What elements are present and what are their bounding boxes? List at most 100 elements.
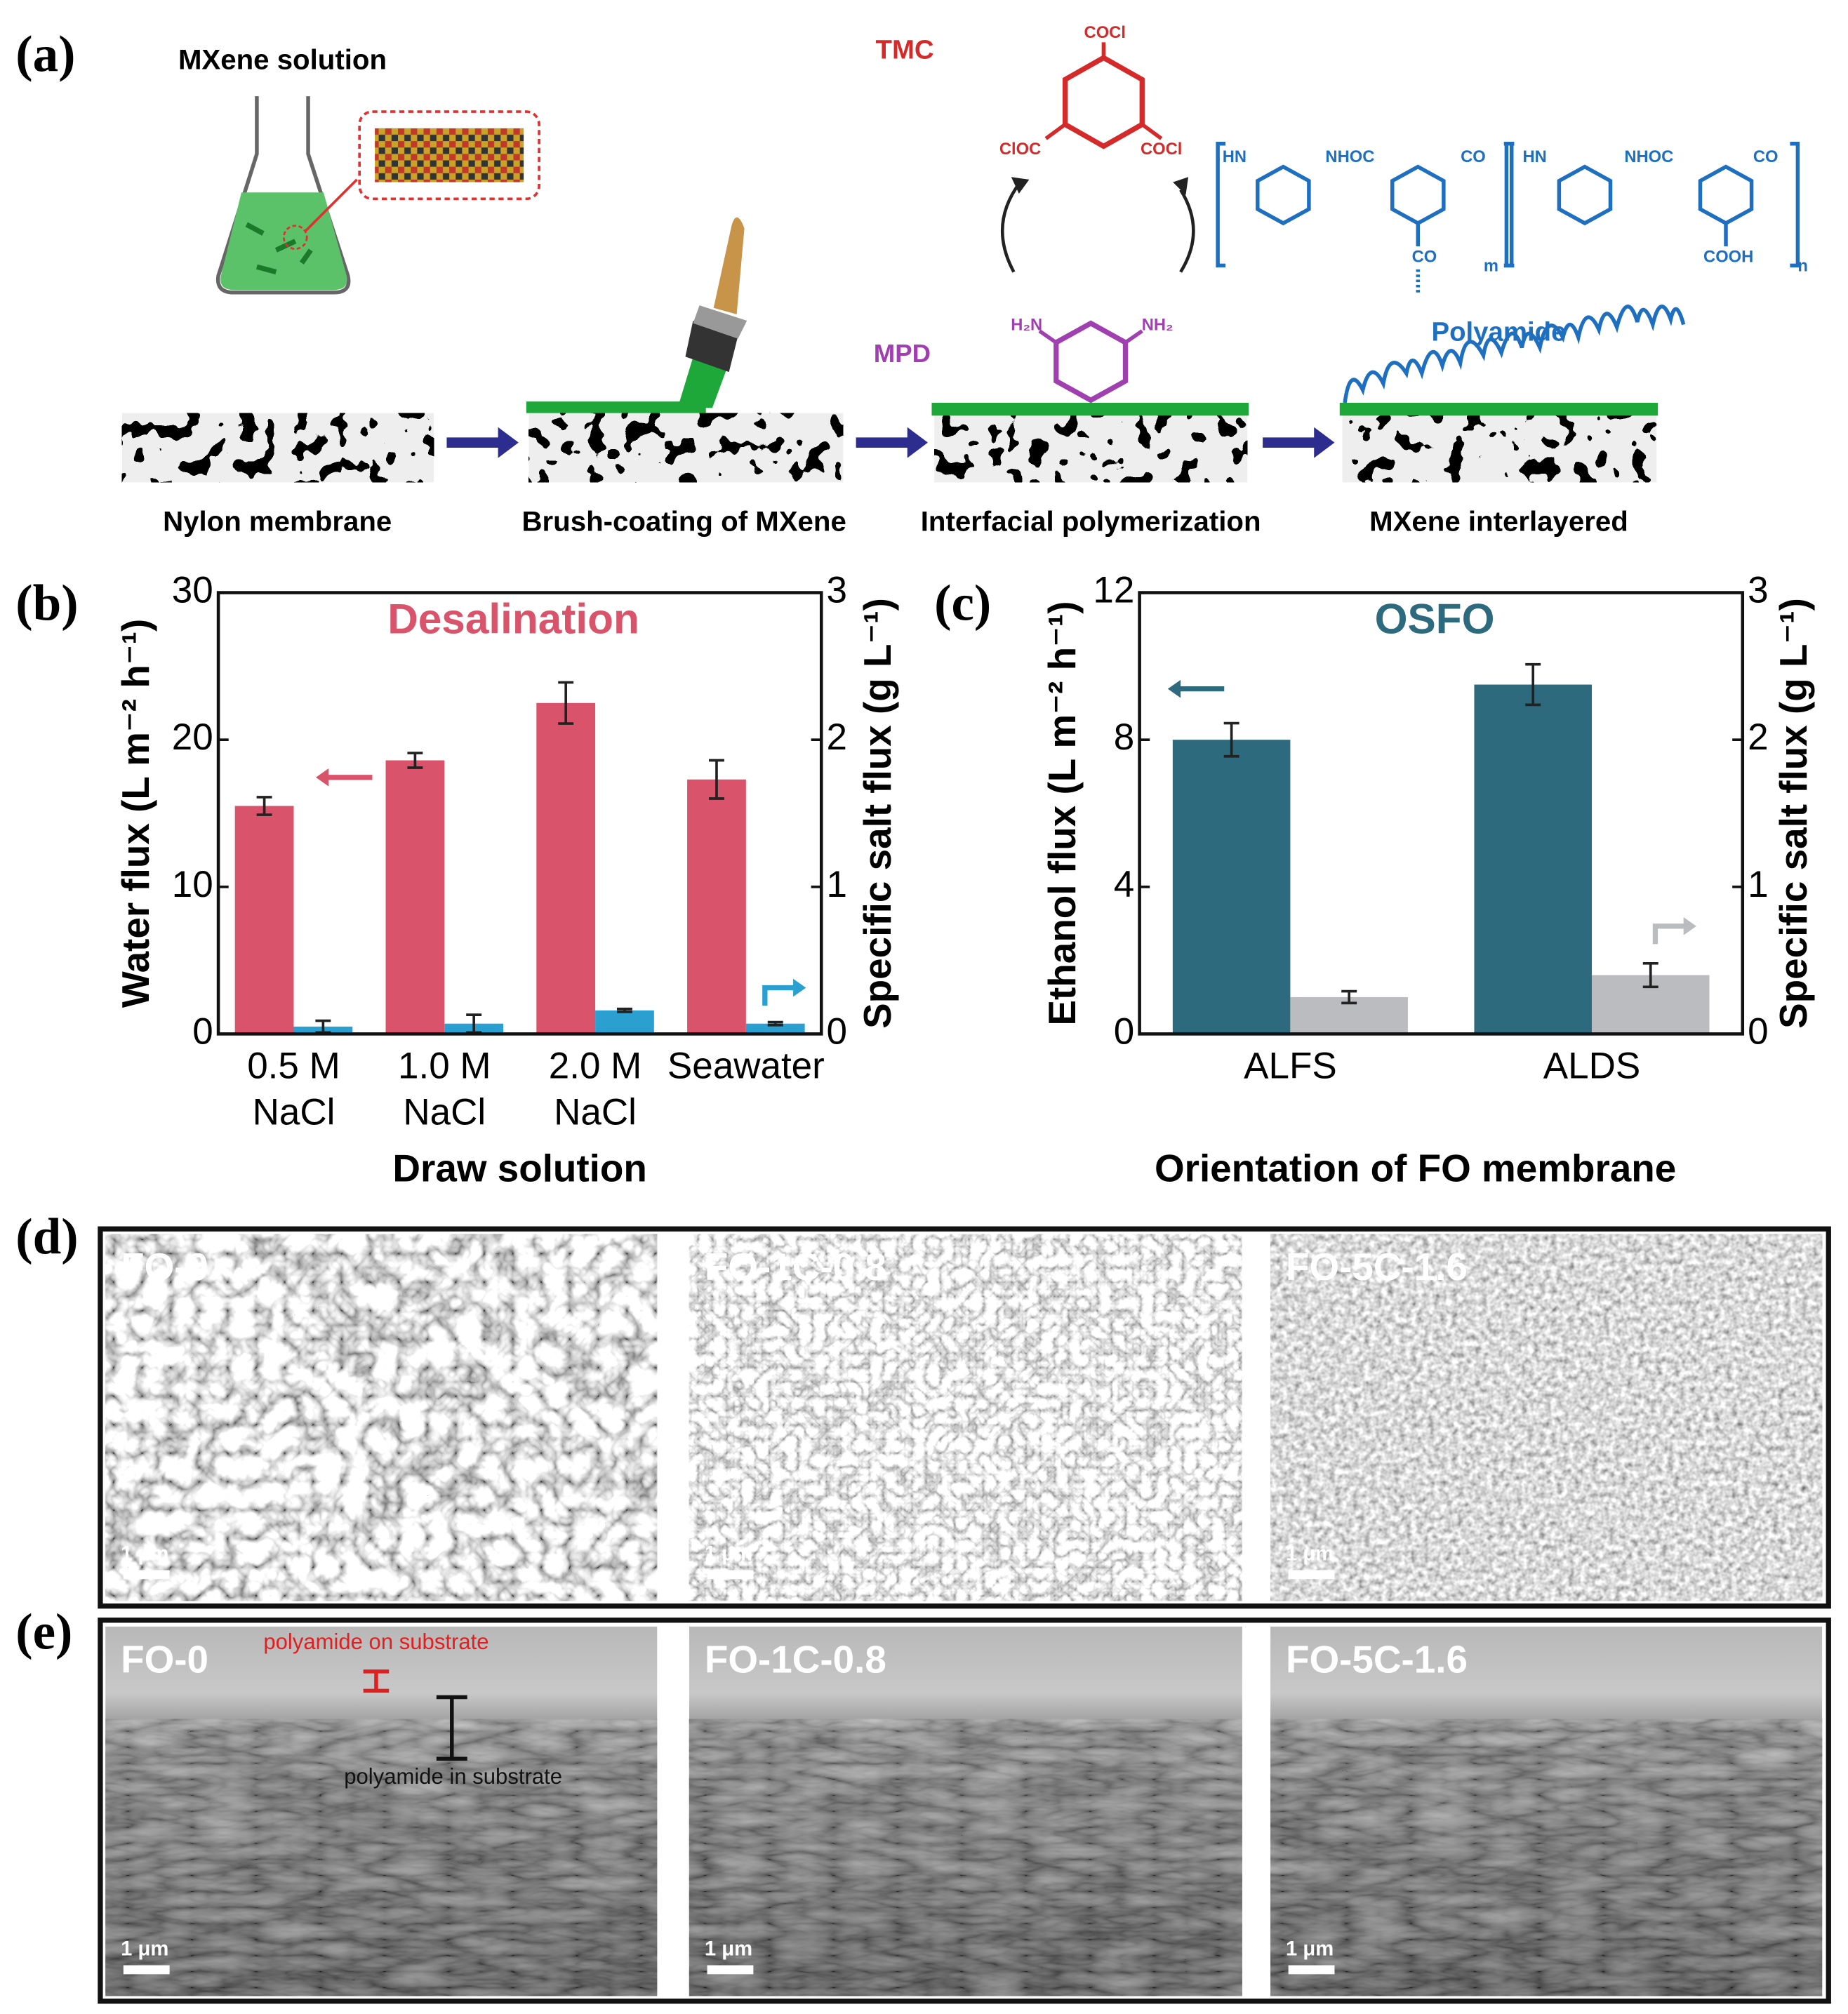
zoom-box — [358, 110, 540, 201]
sem-texture — [1270, 1719, 1823, 1996]
scheme: MXene solution Nylon membrane Brush-coat… — [121, 23, 1808, 537]
chem-group: H₂N — [1011, 316, 1042, 335]
x-axis-label: Draw solution — [392, 1146, 647, 1189]
sem-frame — [98, 1618, 1831, 2004]
chem-group: CO — [1753, 147, 1779, 166]
tmc-bonds — [1044, 42, 1163, 140]
annotation-bar — [363, 1669, 390, 1693]
mxene-layers — [375, 128, 524, 182]
scale-bar — [1288, 1965, 1335, 1975]
y2-tick-label: 0 — [827, 1011, 847, 1052]
sem-frame — [98, 1226, 1831, 1609]
x-tick-label: ALDS — [1543, 1046, 1640, 1087]
bar — [745, 1023, 805, 1034]
panel-label: (b) — [15, 574, 78, 631]
scale-bar — [123, 1570, 170, 1580]
y-tick-label: 20 — [172, 716, 213, 758]
axis-arrow-head — [316, 768, 329, 787]
y2-tick-label: 2 — [1748, 716, 1768, 758]
panel-label: (e) — [15, 1603, 72, 1660]
sem-image — [105, 1234, 658, 1601]
tmc-label: TMC — [876, 34, 934, 65]
sem-image — [1270, 1234, 1823, 1601]
sem-image — [689, 1234, 1242, 1601]
step-label: Nylon membrane — [163, 505, 392, 537]
plot-frame — [1138, 591, 1745, 1036]
sem-label: FO-1C-0.8 — [705, 1638, 886, 1681]
chem-group: NHOC — [1624, 147, 1673, 166]
sem-images: FO-0 1 μm FO-1C-0.8 1 μm FO-5C-1.6 1 μm FO-0 1 … — [105, 1234, 1823, 1996]
sem-label: FO-0 — [121, 1638, 208, 1681]
error-bar — [1341, 989, 1357, 1005]
bar — [595, 1010, 654, 1034]
scale-label: 1 μm — [1286, 1938, 1334, 1960]
bar — [687, 779, 746, 1034]
y-tick-label: 12 — [1093, 570, 1134, 611]
axis-arrow — [1652, 923, 1687, 945]
chem-group: CO — [1412, 248, 1437, 267]
axis-arrow — [762, 985, 796, 1006]
bar — [536, 702, 596, 1034]
y2-axis-label: Specific salt flux (g L⁻¹) — [856, 598, 899, 1029]
solution-label: MXene solution — [178, 44, 387, 75]
bar — [385, 760, 445, 1034]
chem-group: COCl — [1141, 140, 1182, 159]
y2-tick-label: 1 — [827, 864, 847, 905]
x-tick-label: 1.0 M NaCl — [398, 1046, 491, 1133]
flakes — [245, 222, 313, 275]
step-label: Interfacial polymerization — [921, 505, 1261, 537]
y-axis-label: Ethanol flux (L m⁻² h⁻¹) — [1040, 601, 1084, 1025]
y2-axis-label: Specific salt flux (g L⁻¹) — [1771, 598, 1815, 1029]
y-tick-label: 0 — [192, 1011, 213, 1052]
sem-texture — [105, 1719, 658, 1996]
chem-group: ClOC — [999, 140, 1041, 159]
sem-label: FO-5C-1.6 — [1286, 1638, 1468, 1681]
axis-arrow-head — [1683, 917, 1696, 935]
axis-arrow-head — [793, 978, 806, 997]
x-tick-label: 0.5 M NaCl — [247, 1046, 340, 1133]
sem-label: FO-1C-0.8 — [705, 1245, 886, 1288]
bar — [234, 806, 294, 1034]
scale-label: 1 μm — [121, 1542, 168, 1565]
chem-group: COOH — [1703, 248, 1753, 267]
annotation: polyamide in substrate — [344, 1764, 562, 1789]
plot-frame — [216, 591, 823, 1036]
chem-group: NHOC — [1325, 147, 1374, 166]
scale-bar — [707, 1570, 754, 1580]
sem-texture — [689, 1719, 1242, 1996]
y2-tick-label: 3 — [827, 570, 847, 611]
chem-group: COCl — [1084, 23, 1126, 42]
scale-bar — [123, 1965, 170, 1975]
y-axis-label: Water flux (L m⁻² h⁻¹) — [114, 619, 157, 1008]
reaction-arrows — [1000, 181, 1195, 273]
chem-group: HN — [1223, 147, 1247, 166]
y-tick-label: 10 — [172, 864, 213, 905]
zoom-arrow — [305, 178, 358, 232]
panel-label: (d) — [15, 1208, 78, 1265]
scale-bar — [1288, 1570, 1335, 1580]
mpd-bonds — [1038, 329, 1143, 345]
annotation-bar — [436, 1695, 467, 1761]
polyamide-layer — [1343, 305, 1686, 404]
x-axis-label: Orientation of FO membrane — [1155, 1146, 1676, 1189]
y-tick-label: 30 — [172, 570, 213, 611]
error-bar — [1642, 961, 1658, 989]
axis-arrow-head — [1167, 679, 1181, 698]
y2-tick-label: 3 — [1748, 570, 1768, 611]
scale-label: 1 μm — [121, 1938, 168, 1960]
bar — [1172, 740, 1291, 1034]
error-bar — [767, 1020, 783, 1027]
y-tick-label: 0 — [1114, 1011, 1134, 1052]
subscript: n — [1797, 257, 1808, 276]
sem-label: FO-5C-1.6 — [1286, 1245, 1468, 1288]
chart-title: OSFO — [1375, 595, 1495, 643]
scale-bar — [707, 1965, 754, 1975]
chem-group: CO — [1461, 147, 1486, 166]
error-bar — [407, 752, 423, 769]
y2-tick-label: 2 — [827, 716, 847, 758]
error-bar — [616, 1007, 632, 1013]
tmc-ring — [1062, 55, 1145, 149]
annotation: polyamide on substrate — [263, 1629, 488, 1654]
